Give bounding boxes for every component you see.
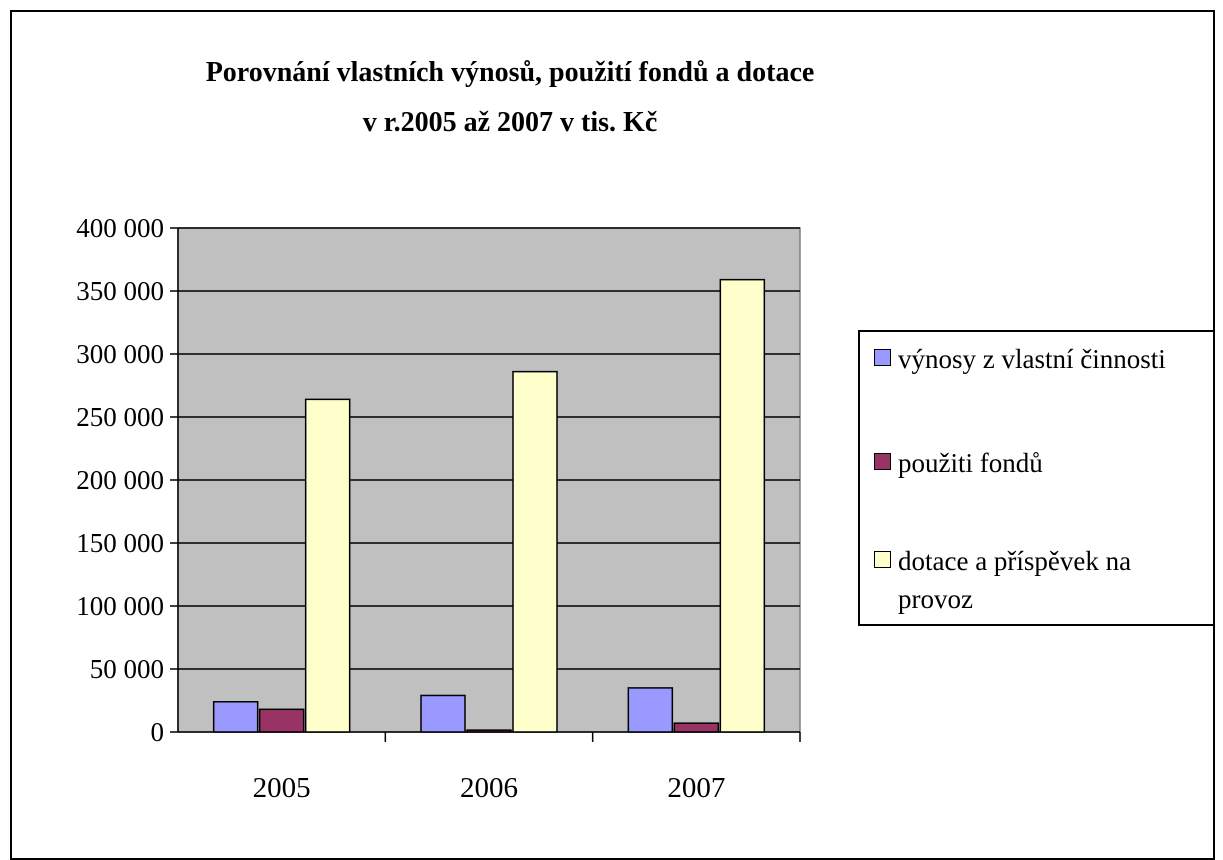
y-tick-label: 250 000 <box>76 402 164 432</box>
x-tick-label: 2006 <box>460 772 518 804</box>
bar-2007-3 <box>719 278 766 733</box>
legend-swatch-dotace <box>874 551 891 568</box>
bar-2007-2 <box>673 722 720 733</box>
legend-item-dotace: dotace a příspěvek na provoz <box>874 542 1198 618</box>
x-tick-label: 2007 <box>667 772 725 804</box>
bar-2007-1 <box>627 687 674 733</box>
x-tick-label: 2005 <box>253 772 311 804</box>
bar-2006-3 <box>512 370 558 733</box>
legend-swatch-fondy <box>874 453 891 470</box>
legend-item-fondy: použiti fondů <box>874 444 1198 482</box>
y-tick-label: 400 000 <box>76 213 164 243</box>
legend-swatch-vynosy <box>874 349 891 366</box>
y-tick-label: 350 000 <box>76 276 164 306</box>
y-tick-label: 200 000 <box>76 465 164 495</box>
bar-2005-3 <box>304 398 351 733</box>
chart-title-line-2: v r.2005 až 2007 v tis. Kč <box>362 107 658 138</box>
chart-title-line-1: Porovnání vlastních výnosů, použití fond… <box>205 57 815 88</box>
legend-label-fondy: použiti fondů <box>898 448 1043 478</box>
legend-label-vynosy: výnosy z vlastní činnosti <box>898 344 1166 374</box>
legend: výnosy z vlastní činnosti použiti fondů … <box>858 330 1215 626</box>
bar-2006-2 <box>466 729 512 733</box>
legend-item-vynosy: výnosy z vlastní činnosti <box>874 340 1198 378</box>
chart-title: Porovnání vlastních výnosů, použití fond… <box>140 48 880 148</box>
bar-2005-1 <box>212 701 259 733</box>
bar-2005-2 <box>258 708 305 733</box>
y-tick-label: 300 000 <box>76 339 164 369</box>
y-tick-label: 100 000 <box>76 591 164 621</box>
y-tick-label: 150 000 <box>76 528 164 558</box>
y-tick-label: 0 <box>151 717 165 747</box>
y-tick-label: 50 000 <box>90 654 164 684</box>
bar-2006-1 <box>420 694 466 733</box>
legend-label-dotace: dotace a příspěvek na provoz <box>898 546 1132 614</box>
